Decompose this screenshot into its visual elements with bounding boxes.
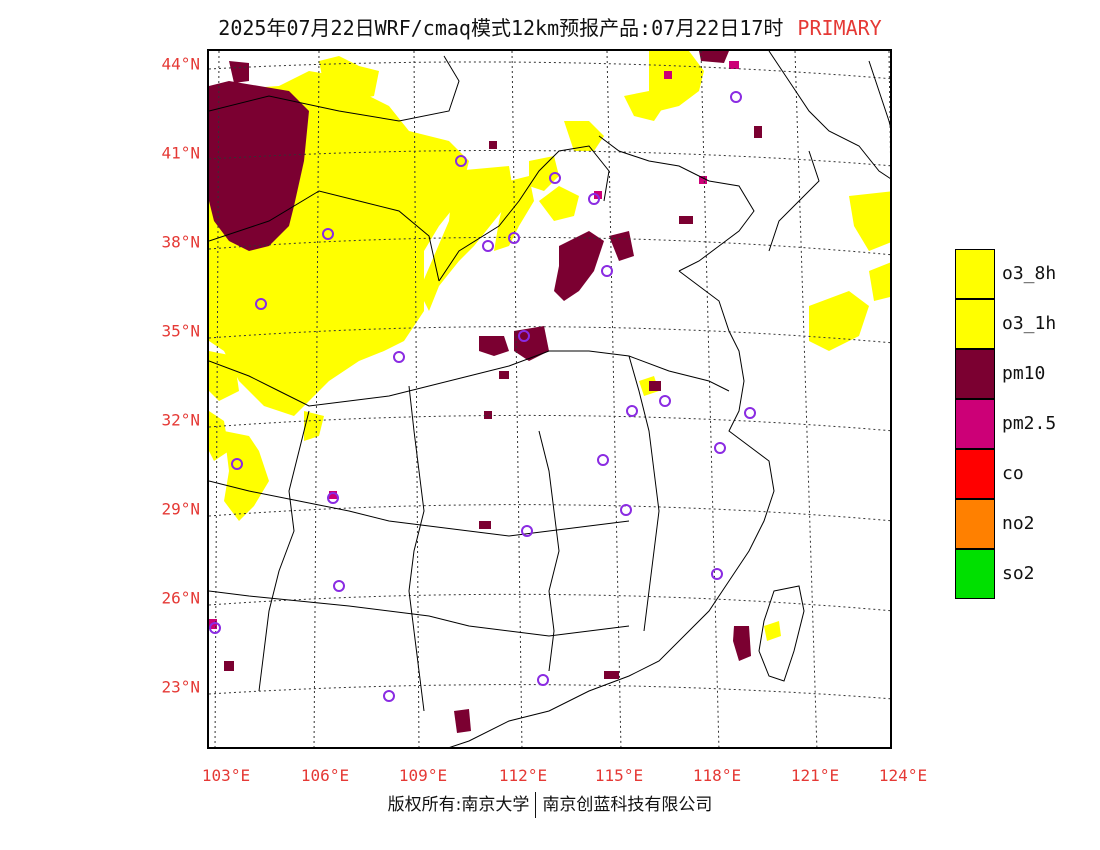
boundaries (209, 51, 890, 747)
lat-label-29: 29°N (161, 499, 200, 519)
lon-label-103: 103°E (201, 766, 251, 785)
map-canvas (209, 51, 890, 747)
legend-label: o3_1h (1002, 313, 1057, 334)
legend-item-so2: so2 (955, 549, 1085, 599)
legend-label: o3_8h (1002, 263, 1057, 284)
legend-swatch (955, 299, 995, 349)
title-tag: PRIMARY (797, 16, 882, 40)
lat-label-41: 41°N (161, 143, 200, 163)
lat-label-38: 38°N (161, 232, 200, 252)
graticule (209, 51, 890, 747)
legend-swatch (955, 549, 995, 599)
lat-label-26: 26°N (161, 588, 200, 608)
legend-label: pm10 (1002, 363, 1046, 384)
footer-left: 版权所有:南京大学 (387, 795, 530, 815)
legend-label: so2 (1002, 563, 1035, 584)
legend-swatch (955, 349, 995, 399)
lon-label-121: 121°E (790, 766, 840, 785)
legend-item-no2: no2 (955, 499, 1085, 549)
lat-label-23: 23°N (161, 677, 200, 697)
title-main: 2025年07月22日WRF/cmaq模式12km预报产品:07月22日17时 (218, 16, 784, 40)
lon-label-112: 112°E (498, 766, 548, 785)
legend-swatch (955, 249, 995, 299)
legend-swatch (955, 449, 995, 499)
legend-item-co: co (955, 449, 1085, 499)
lat-label-35: 35°N (161, 321, 200, 341)
copyright-footer: 版权所有:南京大学 南京创蓝科技有限公司 (0, 790, 1100, 818)
lon-label-115: 115°E (594, 766, 644, 785)
legend-swatch (955, 499, 995, 549)
legend-item-pm10: pm10 (955, 349, 1085, 399)
legend: o3_8h o3_1h pm10 pm2.5 co no2 so2 (955, 249, 1085, 599)
legend-swatch (955, 399, 995, 449)
lat-label-44: 44°N (161, 54, 200, 74)
footer-divider (535, 792, 537, 818)
lon-label-118: 118°E (692, 766, 742, 785)
map-title: 2025年07月22日WRF/cmaq模式12km预报产品:07月22日17时 P… (0, 12, 1100, 41)
lat-label-32: 32°N (161, 410, 200, 430)
station-markers (209, 91, 756, 702)
map-panel (207, 49, 892, 749)
lon-label-106: 106°E (300, 766, 350, 785)
legend-label: no2 (1002, 513, 1035, 534)
o3-area (209, 51, 890, 641)
legend-item-o3-1h: o3_1h (955, 299, 1085, 349)
legend-label: co (1002, 463, 1024, 484)
legend-label: pm2.5 (1002, 413, 1057, 434)
footer-right: 南京创蓝科技有限公司 (542, 795, 713, 815)
legend-item-pm25: pm2.5 (955, 399, 1085, 449)
lon-label-109: 109°E (398, 766, 448, 785)
lon-label-124: 124°E (878, 766, 928, 785)
legend-item-o3-8h: o3_8h (955, 249, 1085, 299)
